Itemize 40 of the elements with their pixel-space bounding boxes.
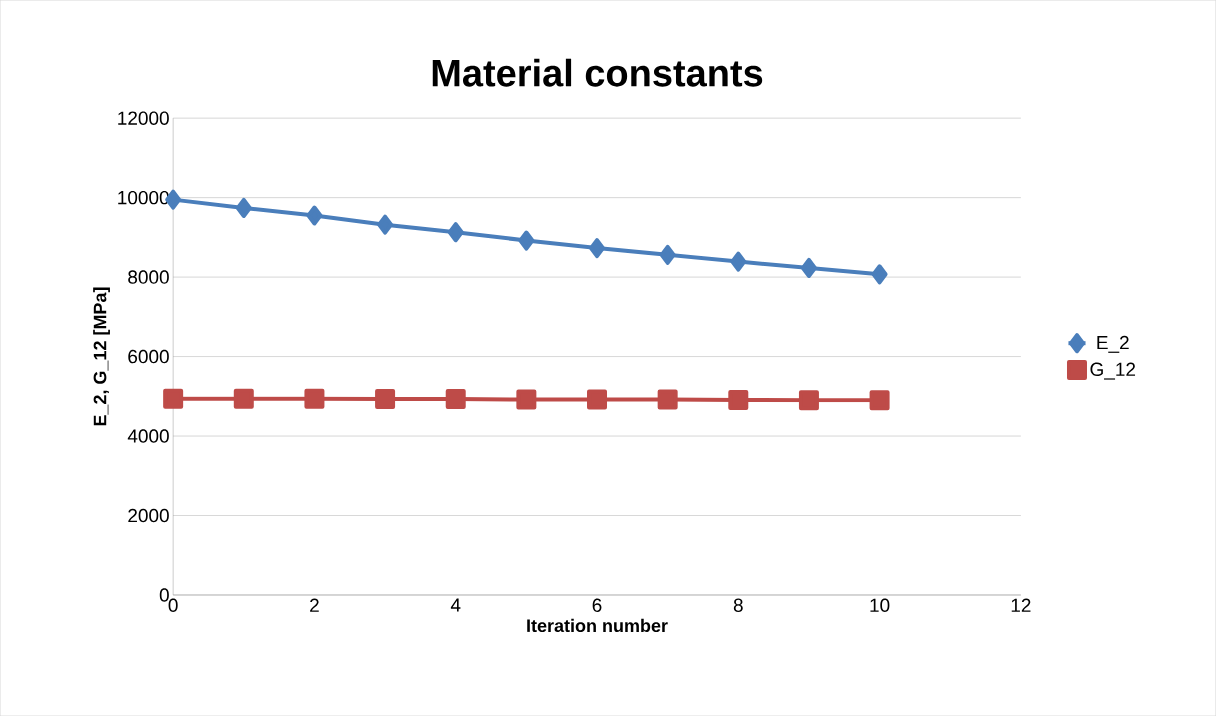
x-tick-label: 12 — [1011, 598, 1031, 612]
point — [233, 388, 254, 409]
y-tick-label: 12000 — [118, 111, 169, 125]
y-tick-label: 10000 — [118, 190, 169, 205]
y-tick-label: 2000 — [128, 508, 169, 523]
legend-label: E_2 — [1097, 335, 1129, 353]
point — [728, 389, 749, 410]
point — [447, 222, 464, 243]
chart-title: Material constants — [432, 58, 763, 87]
point — [306, 205, 323, 226]
point — [516, 389, 537, 410]
point — [589, 238, 606, 259]
x-tick-label: 0 — [168, 598, 178, 612]
y-axis-title: E_2, G_12 [MPa] — [93, 287, 110, 426]
point — [657, 389, 678, 410]
point — [375, 389, 396, 410]
legend-label: G_12 — [1090, 362, 1136, 380]
x-tick-label: 4 — [450, 598, 461, 612]
point — [235, 197, 252, 218]
point — [659, 244, 676, 265]
point — [730, 251, 747, 272]
x-tick-label: 2 — [310, 598, 319, 612]
point — [304, 388, 325, 409]
x-tick-label: 10 — [870, 598, 890, 612]
y-tick-label: 8000 — [128, 270, 169, 284]
x-axis-title: Iteration number — [527, 618, 668, 632]
point — [445, 389, 466, 410]
x-tick-label: 8 — [733, 598, 743, 612]
point — [587, 389, 608, 410]
x-tick-label: 6 — [592, 598, 602, 612]
point — [869, 390, 890, 411]
y-tick-label: 0 — [159, 588, 169, 602]
point — [800, 257, 817, 278]
point — [377, 214, 394, 235]
point — [798, 390, 819, 411]
point — [871, 264, 888, 285]
point — [518, 230, 535, 251]
y-tick-label: 6000 — [128, 349, 169, 364]
y-tick-label: 4000 — [127, 429, 169, 443]
point — [163, 388, 184, 409]
